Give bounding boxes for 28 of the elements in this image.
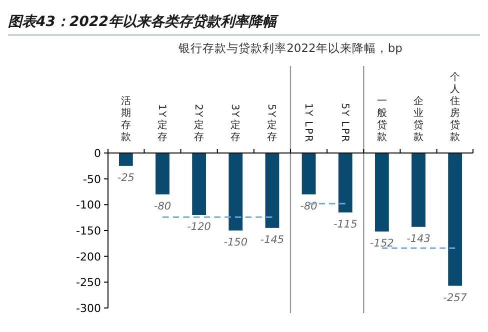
- y-tick-label: -250: [76, 276, 101, 290]
- x-tick-label: 3Y定存: [229, 104, 241, 143]
- x-tick-label: 5Y LPR: [338, 103, 350, 142]
- data-label: -145: [260, 234, 284, 246]
- x-tick-label: 1Y定存: [156, 104, 168, 143]
- data-label: -115: [333, 218, 358, 230]
- y-tick-label: -300: [76, 302, 101, 315]
- data-label: -80: [154, 200, 172, 212]
- data-label: -257: [443, 292, 468, 304]
- x-tick-label: 2Y定存: [192, 104, 204, 143]
- data-label: -152: [370, 238, 394, 250]
- data-label: -143: [406, 232, 430, 245]
- x-tick-label: 5Y定存: [266, 104, 278, 143]
- y-tick-label: 0: [94, 147, 101, 160]
- x-tick-label: 活期存款: [120, 95, 131, 143]
- data-label: -25: [117, 172, 135, 184]
- chart-subtitle: 银行存款与贷款利率2022年以来降幅，bp: [178, 41, 402, 55]
- x-tick-label: 个人住房贷款: [450, 71, 460, 143]
- y-tick-label: -50: [83, 172, 101, 186]
- data-label: -150: [224, 236, 248, 248]
- x-tick-label: 1Y LPR: [302, 103, 314, 142]
- x-tick-label: 一般贷款: [376, 96, 387, 143]
- chart-title: 图表43：2022年以来各类存贷款利率降幅: [8, 13, 280, 30]
- x-tick-label: 企业贷款: [414, 95, 424, 143]
- y-tick-label: -150: [76, 224, 101, 238]
- y-tick-label: -200: [76, 250, 101, 264]
- y-tick-label: -100: [76, 198, 101, 212]
- data-label: -120: [187, 221, 212, 233]
